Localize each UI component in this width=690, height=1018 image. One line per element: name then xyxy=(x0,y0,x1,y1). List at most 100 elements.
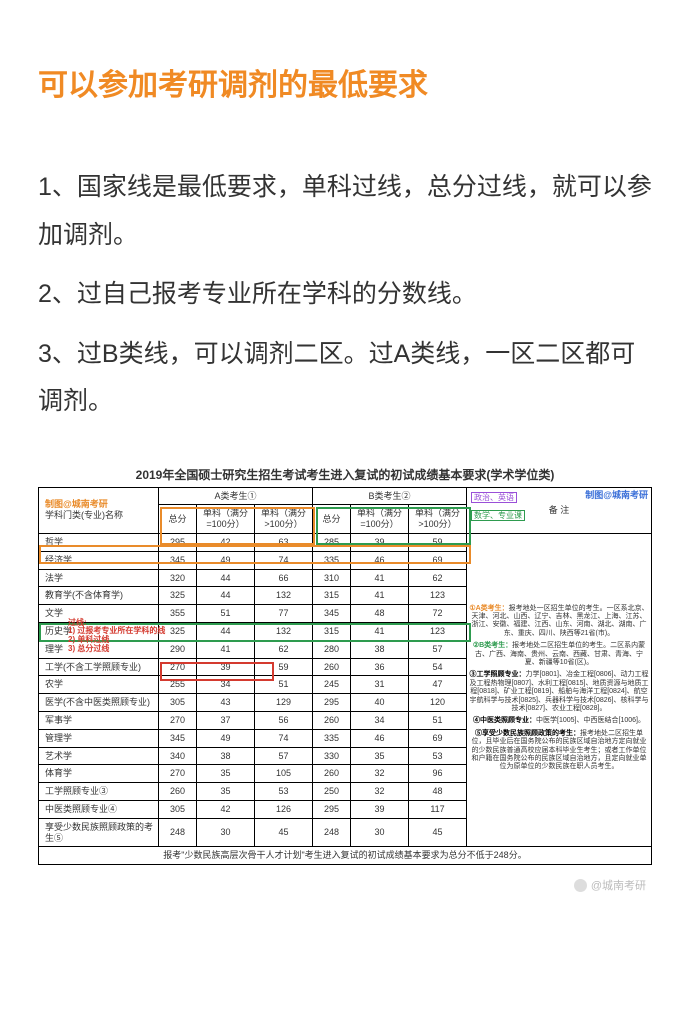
cell-value: 39 xyxy=(351,533,409,551)
cell-value: 270 xyxy=(159,711,197,729)
cell-value: 305 xyxy=(159,694,197,712)
cell-value: 290 xyxy=(159,640,197,658)
cell-value: 248 xyxy=(313,818,351,847)
cell-value: 325 xyxy=(159,587,197,605)
cell-name: 农学 xyxy=(39,676,159,694)
cell-value: 38 xyxy=(351,640,409,658)
cell-value: 66 xyxy=(255,569,313,587)
cell-value: 31 xyxy=(351,676,409,694)
hdr-b-subgt100: 单科（满分>100分） xyxy=(409,505,467,534)
cell-value: 123 xyxy=(409,622,467,640)
hdr-a-subgt100: 单科（满分>100分） xyxy=(255,505,313,534)
cell-value: 62 xyxy=(255,640,313,658)
cell-value: 49 xyxy=(197,729,255,747)
hdr-notes-label: 备 注 xyxy=(549,505,570,515)
cell-value: 245 xyxy=(313,676,351,694)
cell-value: 123 xyxy=(409,587,467,605)
cell-value: 37 xyxy=(197,711,255,729)
cell-value: 35 xyxy=(197,783,255,801)
cell-value: 48 xyxy=(409,783,467,801)
cell-name: 历史学 xyxy=(39,622,159,640)
cell-value: 74 xyxy=(255,551,313,569)
cell-name: 理学 xyxy=(39,640,159,658)
cell-value: 69 xyxy=(409,729,467,747)
footer-watermark: @城南考研 xyxy=(574,877,646,893)
cell-value: 335 xyxy=(313,551,351,569)
note-body: 中医学[1005]、中西医结合[1006]。 xyxy=(536,717,645,724)
cell-value: 74 xyxy=(255,729,313,747)
cell-value: 39 xyxy=(351,800,409,818)
body-paragraph: 3、过B类线，可以调剂二区。过A类线，一区二区都可调剂。 xyxy=(38,331,652,426)
hdr-b-total: 总分 xyxy=(313,505,351,534)
cell-value: 340 xyxy=(159,747,197,765)
notes-cell: ①A类考生：报考地处一区招生单位的考生。一区系北京、天津、河北、山西、辽宁、吉林… xyxy=(467,533,652,846)
annot-purple: 政治、英语 xyxy=(471,492,517,504)
cell-value: 285 xyxy=(313,533,351,551)
cell-value: 39 xyxy=(197,658,255,676)
cell-value: 63 xyxy=(255,533,313,551)
cell-value: 255 xyxy=(159,676,197,694)
score-figure: 2019年全国硕士研究生招生考试考生进入复试的初试成绩基本要求(学术学位类) 制… xyxy=(38,466,652,866)
cell-value: 53 xyxy=(255,783,313,801)
cell-value: 44 xyxy=(197,587,255,605)
cell-name: 军事学 xyxy=(39,711,159,729)
cell-value: 315 xyxy=(313,622,351,640)
cell-value: 59 xyxy=(409,533,467,551)
cell-name: 管理学 xyxy=(39,729,159,747)
hdr-b-sub100: 单科（满分=100分） xyxy=(351,505,409,534)
page-title: 可以参加考研调剂的最低要求 xyxy=(38,60,652,104)
cell-value: 260 xyxy=(313,658,351,676)
cell-value: 51 xyxy=(409,711,467,729)
cell-name: 体育学 xyxy=(39,765,159,783)
cell-name: 经济学 xyxy=(39,551,159,569)
cell-value: 41 xyxy=(351,622,409,640)
cell-value: 41 xyxy=(351,587,409,605)
cell-value: 132 xyxy=(255,622,313,640)
weibo-icon xyxy=(574,879,587,892)
table-footer: 报考"少数民族高层次骨干人才计划"考生进入复试的初试成绩基本要求为总分不低于24… xyxy=(39,847,652,865)
cell-value: 335 xyxy=(313,729,351,747)
cell-value: 40 xyxy=(351,694,409,712)
cell-value: 62 xyxy=(409,569,467,587)
cell-value: 32 xyxy=(351,783,409,801)
cell-value: 59 xyxy=(255,658,313,676)
cell-value: 72 xyxy=(409,605,467,623)
cell-name: 享受少数民族照顾政策的考生⑤ xyxy=(39,818,159,847)
cell-value: 35 xyxy=(351,747,409,765)
cell-value: 30 xyxy=(197,818,255,847)
cell-value: 345 xyxy=(313,605,351,623)
cell-value: 345 xyxy=(159,551,197,569)
cell-value: 260 xyxy=(159,783,197,801)
cell-value: 51 xyxy=(197,605,255,623)
cell-value: 77 xyxy=(255,605,313,623)
cell-value: 36 xyxy=(351,658,409,676)
hdr-notes: 制图@城南考研 政治、英语 数学、专业课 备 注 xyxy=(467,487,652,533)
cell-name: 工学(不含工学照顾专业) xyxy=(39,658,159,676)
cell-value: 310 xyxy=(313,569,351,587)
cell-value: 47 xyxy=(409,676,467,694)
cell-value: 355 xyxy=(159,605,197,623)
cell-value: 132 xyxy=(255,587,313,605)
cell-name: 医学(不含中医类照顾专业) xyxy=(39,694,159,712)
cell-value: 35 xyxy=(197,765,255,783)
cell-value: 330 xyxy=(313,747,351,765)
cell-value: 250 xyxy=(313,783,351,801)
cell-name: 文学 xyxy=(39,605,159,623)
cell-value: 44 xyxy=(197,622,255,640)
annot-green: 数学、专业课 xyxy=(471,510,525,522)
hdr-a-sub100: 单科（满分=100分） xyxy=(197,505,255,534)
cell-value: 120 xyxy=(409,694,467,712)
cell-value: 46 xyxy=(351,551,409,569)
cell-value: 49 xyxy=(197,551,255,569)
cell-value: 280 xyxy=(313,640,351,658)
cell-value: 320 xyxy=(159,569,197,587)
hdr-subject-label: 学科门类(专业)名称 xyxy=(45,510,123,520)
cell-value: 248 xyxy=(159,818,197,847)
cell-value: 126 xyxy=(255,800,313,818)
cell-name: 艺术学 xyxy=(39,747,159,765)
cell-value: 117 xyxy=(409,800,467,818)
cell-value: 42 xyxy=(197,800,255,818)
cell-value: 96 xyxy=(409,765,467,783)
footer-watermark-text: @城南考研 xyxy=(591,877,646,893)
cell-value: 44 xyxy=(197,569,255,587)
